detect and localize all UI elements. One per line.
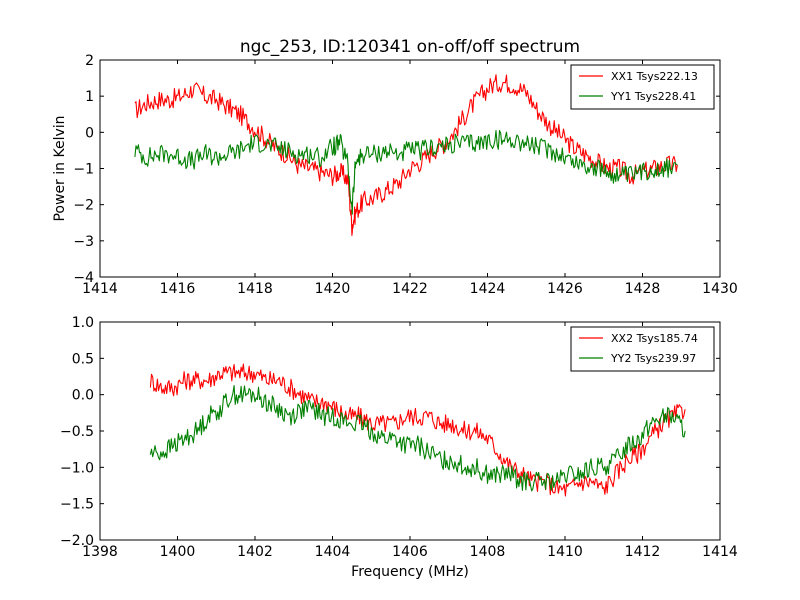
- x-tick-label: 1404: [315, 544, 351, 560]
- y-tick-label: −1.5: [60, 497, 94, 513]
- y-tick-label: −0.5: [60, 424, 94, 440]
- y-tick-label: 0: [85, 125, 94, 141]
- x-tick-label: 1418: [237, 281, 273, 297]
- legend-box: [570, 326, 715, 372]
- x-tick-label: 1412: [625, 544, 661, 560]
- legend: XX1 Tsys222.13 YY1 Tsys228.41: [570, 64, 715, 110]
- x-tick-label: 1398: [82, 544, 118, 560]
- x-tick-label: 1420: [315, 281, 351, 297]
- legend-label: YY1 Tsys228.41: [610, 90, 696, 103]
- x-tick-label: 1402: [237, 544, 273, 560]
- x-tick-label: 1414: [82, 281, 118, 297]
- y-tick-label: 1.0: [72, 315, 94, 331]
- x-tick-label: 1400: [160, 544, 196, 560]
- x-tick-label: 1424: [470, 281, 506, 297]
- x-tick-label: 1410: [547, 544, 583, 560]
- legend-label: YY2 Tsys239.97: [610, 352, 696, 365]
- legend: XX2 Tsys185.74 YY2 Tsys239.97: [570, 326, 715, 372]
- y-tick-label: −1.0: [60, 460, 94, 476]
- x-tick-label: 1430: [702, 281, 738, 297]
- x-tick-label: 1416: [160, 281, 196, 297]
- panel-1: 1414 1416 1418 1420 1422 1424 1426 1428 1430 2 1 0 −…: [52, 37, 738, 297]
- panel-2: 1398 1400 1402 1404 1406 1408 1410 1412 1414 1.0 0…: [60, 315, 738, 580]
- x-tick-label: 1414: [702, 544, 738, 560]
- y-tick-label: 2: [85, 53, 94, 69]
- chart-title: ngc_253, ID:120341 on-off/off spectrum: [240, 37, 580, 57]
- series-line-2-2: [149, 385, 686, 492]
- series-line-1-1: [134, 74, 678, 236]
- y-tick-label: −2: [73, 198, 94, 214]
- y-tick-label: 0.0: [72, 388, 94, 404]
- y-axis-label: Power in Kelvin: [52, 115, 68, 221]
- series-line-2-1: [149, 363, 686, 497]
- x-tick-label: 1422: [392, 281, 428, 297]
- x-tick-label: 1406: [392, 544, 428, 560]
- x-tick-label: 1408: [470, 544, 506, 560]
- legend-label: XX2 Tsys185.74: [611, 332, 698, 345]
- series-line-1-2: [134, 129, 678, 215]
- y-tick-label: −3: [73, 234, 94, 250]
- legend-label: XX1 Tsys222.13: [611, 70, 698, 83]
- legend-box: [570, 64, 715, 110]
- y-tick-label: 1: [85, 89, 94, 105]
- y-tick-label: −2.0: [60, 533, 94, 549]
- x-tick-label: 1428: [625, 281, 661, 297]
- y-tick-label: 0.5: [72, 351, 94, 367]
- x-axis-label: Frequency (MHz): [351, 564, 469, 580]
- x-tick-label: 1426: [547, 281, 583, 297]
- y-tick-label: −1: [73, 162, 94, 178]
- y-tick-label: −4: [73, 270, 94, 286]
